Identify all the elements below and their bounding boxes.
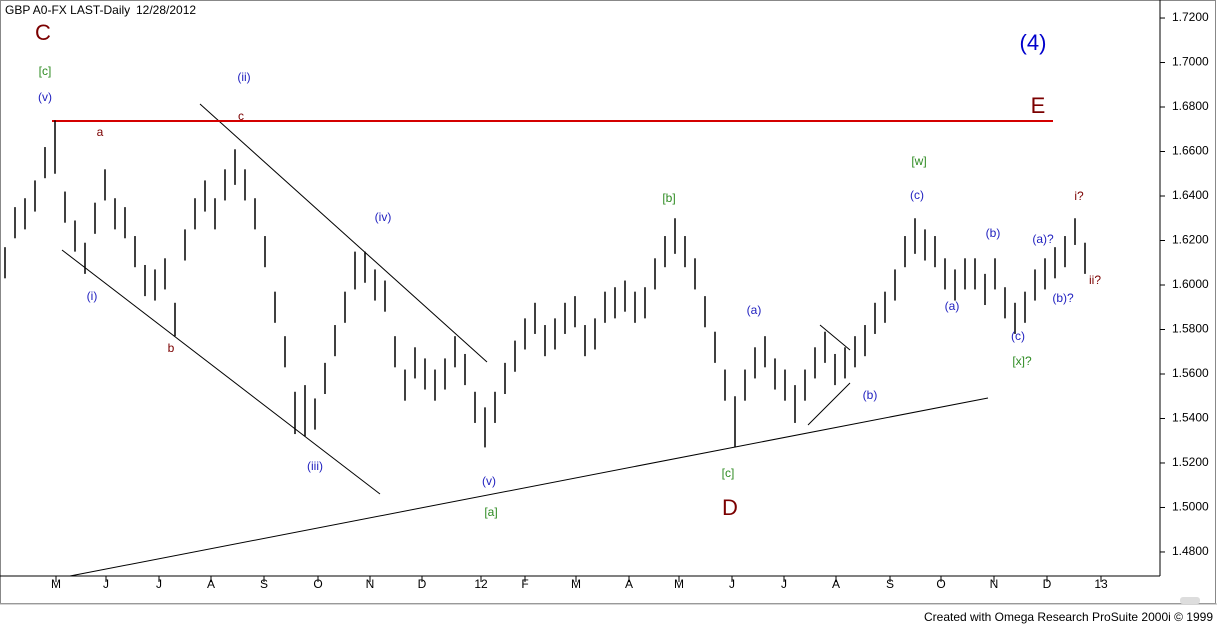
wave-label: (b) bbox=[986, 226, 1001, 240]
wave-label: (v) bbox=[38, 90, 52, 104]
wave-label: (c) bbox=[910, 188, 924, 202]
wave-label: (ii) bbox=[237, 70, 250, 84]
x-tick-label: D bbox=[1043, 577, 1052, 591]
wave-label: (4) bbox=[1020, 30, 1047, 55]
x-tick-label: J bbox=[156, 577, 162, 591]
x-tick-label: A bbox=[832, 577, 840, 591]
chart-title: GBP A0-FX LAST-Daily bbox=[5, 3, 130, 17]
wave-label: (a) bbox=[945, 299, 960, 313]
y-tick-label: 1.6200 bbox=[1172, 233, 1209, 247]
x-tick-label: D bbox=[418, 577, 427, 591]
x-tick-label: N bbox=[990, 577, 999, 591]
trend-line bbox=[69, 397, 989, 577]
y-tick-label: 1.6600 bbox=[1172, 144, 1209, 158]
x-tick-label: A bbox=[625, 577, 633, 591]
x-tick-label: M bbox=[51, 577, 61, 591]
x-tick-label: 12 bbox=[474, 577, 488, 591]
chart-date: 12/28/2012 bbox=[136, 3, 196, 17]
trend-line bbox=[807, 382, 851, 426]
y-tick-label: 1.7000 bbox=[1172, 55, 1209, 69]
x-tick-label: M bbox=[674, 577, 684, 591]
wave-label: (a)? bbox=[1032, 232, 1054, 246]
y-tick-label: 1.4800 bbox=[1172, 544, 1209, 558]
y-tick-label: 1.5200 bbox=[1172, 455, 1209, 469]
wave-label: (v) bbox=[482, 474, 496, 488]
y-tick-label: 1.7200 bbox=[1172, 10, 1209, 24]
x-tick-label: O bbox=[313, 577, 322, 591]
y-tick-label: 1.6000 bbox=[1172, 277, 1209, 291]
wave-label: C bbox=[35, 20, 51, 45]
wave-label: [c] bbox=[39, 64, 52, 78]
wave-label: c bbox=[238, 109, 244, 123]
wave-label: [b] bbox=[662, 191, 675, 205]
wave-label: b bbox=[168, 341, 175, 355]
y-tick-label: 1.5000 bbox=[1172, 500, 1209, 514]
x-tick-label: J bbox=[103, 577, 109, 591]
x-tick-label: N bbox=[366, 577, 375, 591]
channel-line bbox=[61, 249, 381, 495]
channel-line bbox=[199, 103, 488, 363]
x-tick-label: A bbox=[207, 577, 215, 591]
scroll-thumb[interactable] bbox=[1180, 597, 1200, 604]
x-tick-label: S bbox=[886, 577, 894, 591]
wave-label: [c] bbox=[722, 466, 735, 480]
y-tick-label: 1.5800 bbox=[1172, 322, 1209, 336]
wave-label: [x]? bbox=[1012, 354, 1032, 368]
wave-label: (b)? bbox=[1052, 291, 1074, 305]
y-tick-label: 1.6400 bbox=[1172, 188, 1209, 202]
x-tick-label: S bbox=[260, 577, 268, 591]
wave-label: [w] bbox=[911, 154, 926, 168]
wave-label: E bbox=[1031, 93, 1046, 118]
wave-label: D bbox=[722, 495, 738, 520]
wave-label: (i) bbox=[87, 289, 98, 303]
x-tick-label: O bbox=[936, 577, 945, 591]
wave-label: i? bbox=[1074, 189, 1084, 203]
wave-label: (iii) bbox=[307, 459, 323, 473]
frame bbox=[0, 0, 1216, 604]
wave-label: (b) bbox=[863, 388, 878, 402]
footer: Created with Omega Research ProSuite 200… bbox=[924, 610, 1213, 624]
wave-label: (c) bbox=[1011, 329, 1025, 343]
y-tick-label: 1.5600 bbox=[1172, 366, 1209, 380]
wave-label: ii? bbox=[1089, 273, 1101, 287]
y-tick-label: 1.5400 bbox=[1172, 411, 1209, 425]
x-tick-label: M bbox=[571, 577, 581, 591]
x-tick-label: 13 bbox=[1094, 577, 1108, 591]
trend-line bbox=[819, 324, 851, 351]
wave-label: (a) bbox=[747, 303, 762, 317]
wave-label: (iv) bbox=[375, 210, 392, 224]
wave-label: [a] bbox=[484, 505, 497, 519]
wave-label: a bbox=[97, 125, 104, 139]
y-tick-label: 1.6800 bbox=[1172, 99, 1209, 113]
x-tick-label: F bbox=[521, 577, 528, 591]
x-tick-label: J bbox=[781, 577, 787, 591]
x-tick-label: J bbox=[729, 577, 735, 591]
